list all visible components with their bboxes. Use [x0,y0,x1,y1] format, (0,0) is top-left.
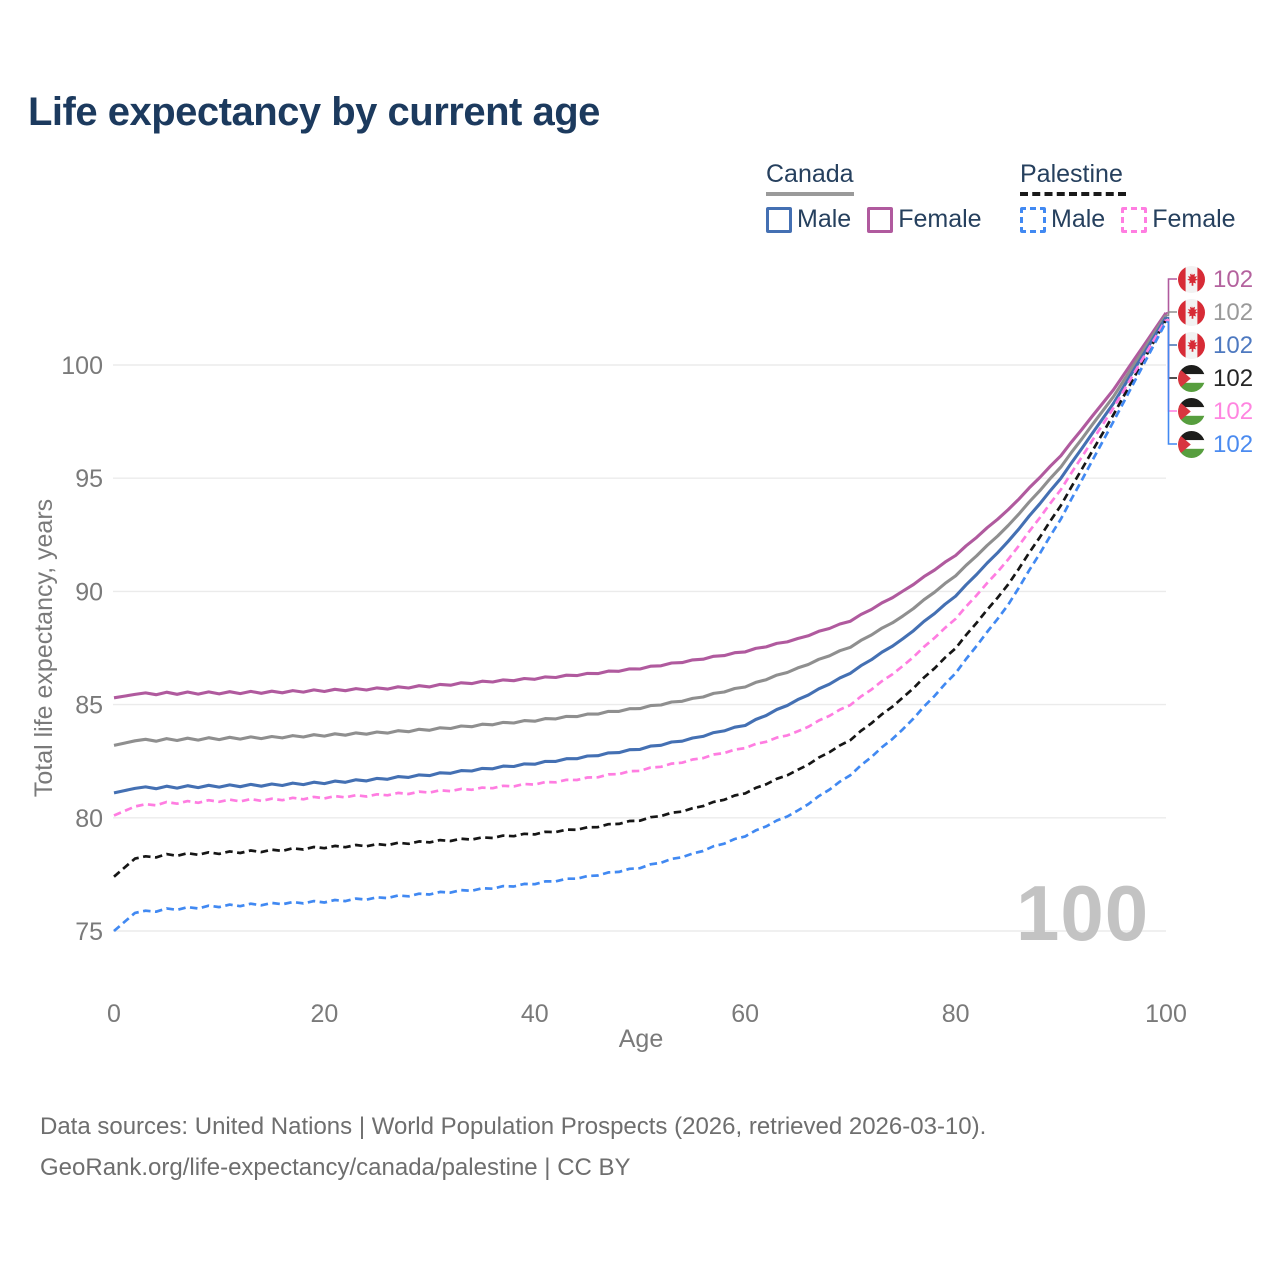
x-axis-title: Age [619,1025,663,1053]
end-value-palestine-female: 102 [1213,397,1254,425]
x-tick-label: 20 [310,1000,338,1028]
canada-flag-icon [1178,266,1205,293]
y-tick-label: 85 [75,692,103,720]
end-value-canada-both-sexes: 102 [1213,298,1254,326]
y-tick-label: 90 [75,578,103,606]
canada-male-checkbox[interactable] [766,206,792,233]
palestine-flag-icon [1178,431,1205,458]
x-tick-label: 100 [1145,1000,1187,1028]
end-label-row-palestine-male: 102 [1178,431,1253,459]
series-line-palestine-female[interactable] [113,319,1168,817]
canada-solid-line-swatch [766,192,854,196]
end-label-connector-palestine-male [1166,321,1177,445]
end-label-connector-palestine-both-sexes [1166,318,1177,379]
end-value-palestine-both-sexes: 102 [1213,364,1254,392]
y-tick-label: 80 [75,805,103,833]
x-tick-label: 80 [942,1000,970,1028]
canada-male-label[interactable]: Male [797,205,852,233]
y-tick-label: 75 [75,918,103,946]
attribution-link-text[interactable]: GeoRank.org/life-expectancy/canada/pales… [40,1154,631,1181]
y-axis-title: Total life expectancy, years [30,499,58,797]
end-label-row-palestine-both-sexes: 102 [1178,365,1253,393]
series-line-canada-female[interactable] [113,312,1168,700]
end-label-connector-canada-female [1166,278,1177,314]
palestine-flag-icon [1178,398,1205,425]
end-label-connector-palestine-female [1166,318,1177,412]
canada-flag-icon [1178,332,1205,359]
end-label-row-canada-male: 102 [1178,332,1253,360]
legend-country-palestine-label[interactable]: Palestine [1020,160,1123,188]
end-value-palestine-male: 102 [1213,430,1254,458]
palestine-male-checkbox[interactable] [1020,206,1046,233]
legend-group-canada: Canada Male Female [766,160,998,234]
end-value-canada-female: 102 [1213,265,1254,293]
end-value-canada-male: 102 [1213,331,1254,359]
end-label-row-canada-female: 102 [1178,266,1253,294]
series-line-palestine-both-sexes[interactable] [113,319,1168,878]
series-line-canada-both-sexes[interactable] [113,314,1168,747]
canada-female-checkbox[interactable] [867,206,894,233]
canada-female-label[interactable]: Female [898,205,982,233]
data-sources-text: Data sources: United Nations | World Pop… [40,1113,987,1140]
legend-country-canada-label[interactable]: Canada [766,160,854,188]
palestine-flag-icon [1178,365,1205,392]
x-tick-label: 40 [521,1000,549,1028]
x-tick-label: 60 [731,1000,759,1028]
legend-group-palestine: Palestine Male Female [1020,160,1252,234]
y-tick-label: 100 [61,352,103,380]
current-age-watermark: 100 [1016,869,1150,957]
x-tick-label: 0 [107,1000,121,1028]
end-label-row-palestine-female: 102 [1178,398,1253,426]
palestine-dashed-line-swatch [1020,192,1126,196]
chart-footer: Data sources: United Nations | World Pop… [40,1106,986,1188]
canada-flag-icon [1178,299,1205,326]
palestine-male-label[interactable]: Male [1051,205,1106,233]
series-line-canada-male[interactable] [113,316,1168,795]
end-label-connector-canada-both-sexes [1166,311,1177,316]
end-label-row-canada-both-sexes: 102 [1178,299,1253,327]
palestine-female-label[interactable]: Female [1152,205,1236,233]
palestine-female-checkbox[interactable] [1121,206,1148,233]
y-tick-label: 95 [75,465,103,493]
page-title: Life expectancy by current age [28,90,600,134]
series-line-palestine-male[interactable] [113,321,1168,933]
